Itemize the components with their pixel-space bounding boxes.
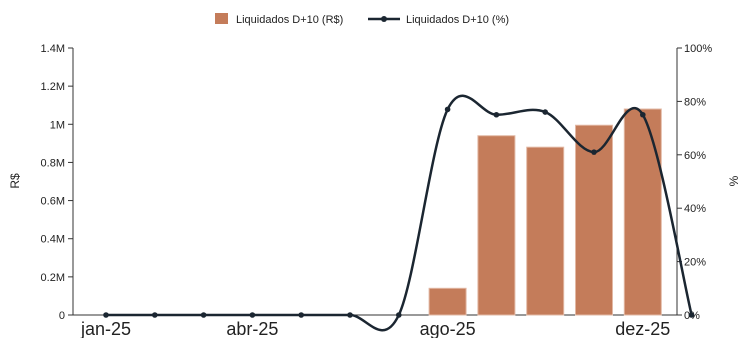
y-left-tick-label: 1M [50,119,65,131]
line-point-set-25 [493,111,500,118]
y-axis-left-title: R$ [8,173,22,189]
y-left-tick-label: 0.8M [41,157,65,169]
legend-bar-swatch [215,13,228,24]
line-point-dez-25 [640,111,646,118]
line-point-mar-25 [200,312,207,318]
y-right-tick-label: 40% [684,203,706,215]
bar-nov-25 [575,124,613,316]
y-right-tick-label: 100% [684,43,712,55]
line-point-mai-25 [298,312,305,318]
y-left-tick-label: 0.2M [41,272,65,284]
legend: Liquidados D+10 (R$) Liquidados D+10 (%) [215,13,509,26]
x-axis-ticks: jan-25 abr-25 ago-25 dez-25 [80,319,670,338]
line-point-ago-25 [444,106,451,113]
y-right-tick-label: 60% [684,150,706,162]
bar-out-25 [526,146,565,316]
y-left-tick-label: 0 [59,310,65,322]
legend-line-label: Liquidados D+10 (%) [406,14,509,26]
legend-bar-label: Liquidados D+10 (R$) [236,14,343,26]
x-tick-label: dez-25 [615,319,670,338]
y-left-tick-label: 1.4M [41,43,65,55]
y-right-tick-label: 20% [684,257,706,269]
bar-set-25 [477,135,516,316]
y-left-tick-label: 1.2M [41,81,65,93]
y-left-tick-label: 0.6M [41,196,65,208]
line-pct [106,94,693,332]
line-point-abr-25 [249,312,256,318]
bars [428,108,662,316]
y-axis-right-title: % [727,175,740,186]
line-point-out-25 [542,109,548,115]
line-point-nov-25 [591,149,597,155]
x-tick-label: ago-25 [420,319,476,338]
y-right-tick-label: 80% [684,96,706,108]
x-tick-label: abr-25 [226,319,278,338]
bar-ago-25 [428,287,467,316]
line-point-jun-25 [347,312,353,318]
line-series [103,94,695,332]
bar-dez-25 [623,108,662,316]
line-point-jan-25 [103,312,109,318]
line-point-p12 [688,312,695,318]
y-left-tick-label: 0.4M [41,234,65,246]
legend-line-marker [381,16,387,22]
line-point-fev-25 [152,312,158,318]
line-point-jul-25 [396,312,402,318]
x-tick-label: jan-25 [80,319,131,338]
